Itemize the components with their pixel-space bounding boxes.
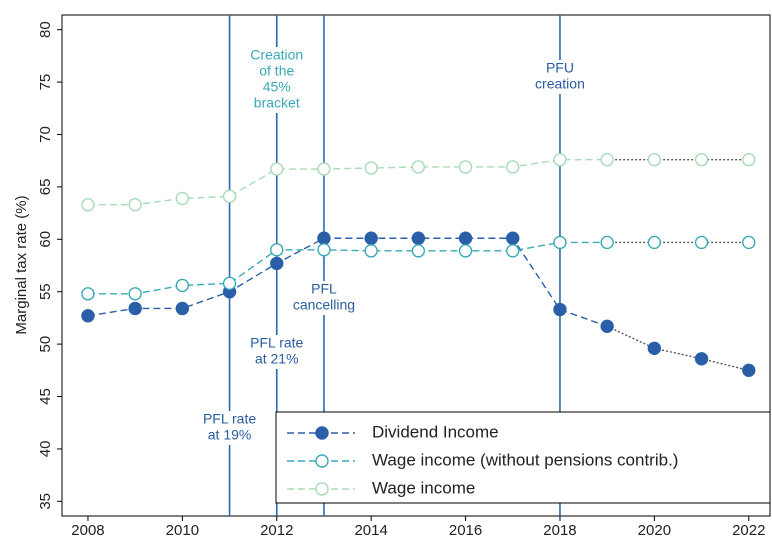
data-point: [742, 235, 756, 250]
data-point: [411, 231, 426, 245]
annotation-background: [196, 411, 263, 445]
data-point: [175, 191, 190, 206]
data-point: [222, 276, 237, 291]
series-line: [87, 241, 608, 295]
annotation-background: [282, 281, 365, 315]
x-tick-label: 2020: [638, 522, 671, 539]
x-tick-label: 2010: [166, 522, 199, 539]
data-point: [364, 231, 378, 245]
data-point: [600, 235, 614, 250]
series-line: [87, 158, 608, 206]
data-point: [694, 235, 709, 250]
data-point: [458, 231, 473, 245]
series-line-dotted: [606, 325, 749, 371]
y-tick-label: 35: [37, 493, 54, 510]
y-tick-label: 50: [37, 336, 54, 353]
data-point: [506, 244, 520, 258]
data-point: [742, 152, 756, 167]
data-point: [411, 160, 426, 174]
data-point: [694, 352, 709, 366]
annotation: at 19%: [208, 427, 252, 443]
data-point: [600, 152, 614, 167]
annotation-background: [243, 47, 311, 113]
annotation: PFU: [546, 60, 574, 76]
y-tick-label: 65: [37, 179, 54, 196]
y-tick-label: 55: [37, 283, 54, 300]
y-tick-label: 45: [37, 388, 54, 405]
annotation: at 21%: [255, 351, 299, 367]
data-point: [647, 341, 662, 356]
data-point: [647, 235, 662, 250]
data-point: [553, 152, 567, 167]
data-point: [81, 309, 95, 323]
data-point: [317, 243, 331, 257]
y-tick-label: 70: [37, 126, 54, 143]
x-tick-label: 2016: [449, 522, 482, 539]
legend-label: Dividend Income: [372, 422, 499, 441]
data-point: [317, 231, 331, 245]
y-tick-label: 60: [37, 231, 54, 248]
annotation: bracket: [254, 95, 300, 111]
legend: [275, 411, 771, 504]
legend-marker: [315, 454, 329, 468]
data-point: [553, 235, 567, 250]
data-point: [128, 198, 142, 212]
data-point: [411, 244, 426, 258]
annotation: PFL: [311, 281, 337, 297]
annotation-background: [526, 60, 594, 94]
annotation: cancelling: [293, 297, 355, 313]
x-tick-label: 2014: [354, 522, 387, 539]
data-point: [81, 287, 95, 301]
data-point: [506, 231, 520, 245]
annotation: of the: [259, 63, 294, 79]
data-point: [270, 162, 284, 176]
data-point: [175, 301, 190, 316]
plot-frame: [61, 14, 771, 517]
data-point: [458, 244, 473, 258]
y-axis-label: Marginal tax rate (%): [13, 195, 30, 334]
data-point: [270, 256, 284, 271]
annotation: 45%: [263, 79, 291, 95]
y-tick-label: 75: [37, 74, 54, 91]
data-point: [175, 278, 190, 293]
data-point: [317, 162, 331, 176]
data-point: [128, 301, 142, 316]
y-tick-label: 80: [37, 21, 54, 38]
data-point: [270, 243, 284, 257]
data-point: [553, 302, 567, 317]
data-point: [81, 198, 95, 212]
x-tick-label: 2008: [71, 522, 104, 539]
legend-marker: [315, 482, 329, 496]
y-tick-label: 40: [37, 441, 54, 458]
annotation: PFL rate: [203, 411, 256, 427]
annotation: creation: [535, 76, 585, 92]
data-point: [458, 160, 473, 174]
legend-label: Wage income (without pensions contrib.): [372, 450, 678, 469]
data-point: [694, 152, 709, 167]
annotation: PFL rate: [250, 335, 303, 351]
x-tick-label: 2022: [732, 522, 765, 539]
annotation: Creation: [250, 47, 303, 63]
data-point: [222, 189, 237, 204]
annotation-background: [243, 335, 311, 369]
x-tick-label: 2012: [260, 522, 293, 539]
legend-label: Wage income: [372, 478, 475, 497]
data-point: [742, 363, 756, 378]
legend-marker: [315, 426, 329, 440]
data-point: [600, 319, 614, 333]
data-point: [364, 161, 378, 175]
data-point: [506, 160, 520, 174]
x-tick-label: 2018: [543, 522, 576, 539]
data-point: [128, 287, 142, 301]
data-point: [364, 244, 378, 258]
data-point: [647, 152, 662, 167]
